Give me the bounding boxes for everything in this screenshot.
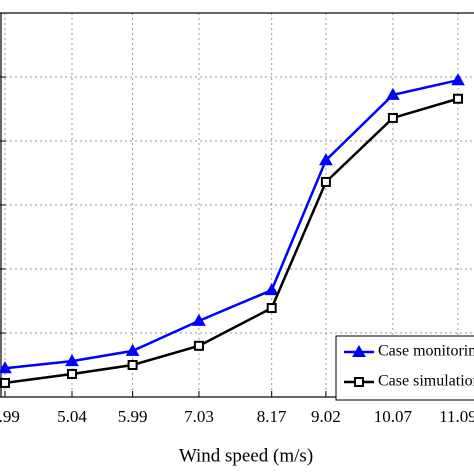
x-tick-label: 3.99 (0, 407, 20, 426)
series-line (4, 78, 459, 370)
point (264, 283, 279, 296)
point (0, 377, 10, 388)
x-tick-label: 10.07 (374, 407, 413, 426)
x-tick-label: 5.99 (118, 407, 148, 426)
point (0, 361, 12, 374)
x-axis-label: Wind speed (m/s) (179, 445, 313, 466)
legend-marker (352, 344, 366, 357)
x-tick-label: 9.02 (311, 407, 341, 426)
x-tick-label: 8.17 (257, 407, 287, 426)
point (125, 343, 140, 356)
x-tick-label: 5.04 (57, 407, 87, 426)
x-tick-label: 11.09 (439, 407, 474, 426)
point (320, 176, 331, 187)
point (266, 303, 277, 314)
point (451, 73, 465, 86)
point (387, 112, 398, 123)
point (319, 153, 333, 166)
point (386, 87, 400, 100)
point (127, 360, 138, 370)
point (192, 313, 206, 326)
series-line (4, 97, 459, 385)
point (66, 368, 77, 379)
point (65, 354, 79, 367)
plot-frame (0, 12, 474, 398)
point (193, 340, 204, 351)
point (452, 93, 463, 104)
x-tick-label: 7.03 (184, 407, 214, 426)
legend-label: Case monitoring (378, 343, 474, 360)
legend-label: Case simulation (378, 373, 474, 390)
legend: Case monitoring Case simulation (335, 335, 474, 401)
legend-marker (354, 377, 364, 387)
